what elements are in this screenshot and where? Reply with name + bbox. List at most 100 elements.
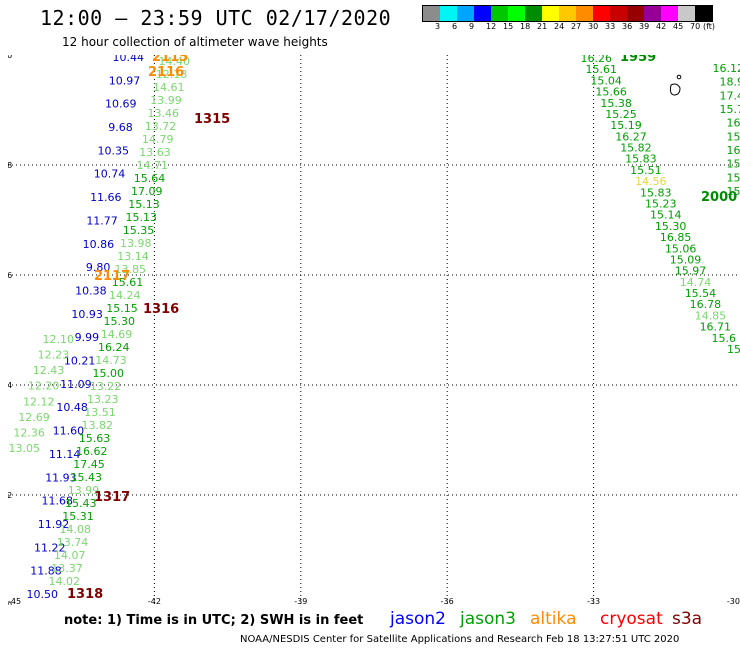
color-legend-labels: 3 6 9 12 15 18 21 24 27 30 33 36 39 42 45 70 (ft)	[422, 22, 740, 34]
legend-swatch	[559, 6, 576, 21]
jason3-swh-value: 14.79	[142, 133, 174, 146]
jason3-swh-value: 14.24	[109, 289, 141, 302]
legend-label: 45	[673, 22, 684, 31]
swh-value-right: 15.54	[685, 287, 717, 300]
jason3-swh-value: 13.51	[84, 406, 116, 419]
jason3-swh-value: 13.85	[115, 263, 147, 276]
pass-label-2000: 2000	[701, 190, 737, 205]
jason2-swh-value: 9.68	[108, 121, 133, 134]
jason2-swh-value: 10.93	[71, 308, 103, 321]
jason3-swh-value: 13.99	[150, 94, 182, 107]
wave-height-map: -45 -42 -39 -36 -33 -30 40 38 36 34 32 30 10.44 10.9…	[8, 55, 740, 605]
jason2-swh-value: 10.44	[113, 55, 145, 64]
legend-label: 33	[605, 22, 616, 31]
legend-swatch	[695, 6, 712, 21]
pass-label-1959: 1959	[620, 55, 656, 65]
jason2-swh-value: 11.22	[34, 541, 66, 554]
swh-value-right: 14.85	[695, 309, 727, 322]
jason2-swh-value: 10.21	[64, 355, 96, 368]
legend-swatch	[440, 6, 457, 21]
legend-swatch	[678, 6, 695, 21]
legend-swatch	[593, 6, 610, 21]
legend-swatch	[457, 6, 474, 21]
lat-tick-label: 38	[8, 161, 12, 170]
jason3-swh-value: 15.00	[93, 367, 125, 380]
legend-swatch	[661, 6, 678, 21]
swh-value-right: 15.83	[640, 186, 672, 199]
jason3-swh-value: 14.73	[95, 354, 127, 367]
swh-value-right: 16.85	[660, 231, 692, 244]
jason2-swh-value: 11.66	[90, 191, 122, 204]
swh-value-right: 15.25	[605, 108, 637, 121]
satellite-s3a: s3a	[672, 609, 703, 629]
jason3-swh-value: 14.02	[49, 575, 81, 588]
legend-label: 3	[435, 22, 441, 31]
jason2-swh-value: 11.92	[38, 518, 70, 531]
jason3-swh-value: 14.07	[54, 549, 86, 562]
legend-label: 18	[520, 22, 531, 31]
jason2-swh-value: 10.48	[56, 401, 88, 414]
jason3-swh-value: 13.46	[148, 107, 180, 120]
jason2-swh-value: 11.14	[49, 448, 81, 461]
pass-label-1318: 1318	[67, 587, 103, 602]
swh-value-right: 14.74	[680, 276, 712, 289]
swh-value-right: 14.56	[635, 175, 667, 188]
jason3-swh-value: 15.15	[106, 302, 138, 315]
jason3-swh-value: 13.14	[117, 250, 149, 263]
jason3-swh-value: 17.45	[73, 458, 105, 471]
swh-value-light: 12.43	[33, 364, 65, 377]
swh-value-right: 15.82	[620, 142, 652, 155]
jason3-swh-value: 15.13	[126, 211, 158, 224]
legend-label: (ft)	[703, 22, 716, 31]
swh-value-right: 16.26	[581, 55, 613, 65]
swh-value-right: 15.23	[645, 198, 677, 211]
swh-value-edge: 16.	[727, 144, 740, 157]
jason3-swh-value: 15.64	[134, 172, 166, 185]
jason3-swh-value: 15.63	[79, 432, 111, 445]
swh-value-edge: 16.12	[713, 62, 740, 75]
legend-label: 15	[503, 22, 514, 31]
jason2-swh-value: 10.69	[105, 98, 137, 111]
lon-tick-label: -39	[294, 597, 307, 605]
jason2-swh-value: 11.09	[60, 378, 92, 391]
swh-value-edge: 15.	[727, 158, 740, 171]
jason3-swh-value: 14.08	[60, 523, 92, 536]
legend-label: 70	[690, 22, 701, 31]
legend-swatch	[644, 6, 661, 21]
legend-label: 9	[469, 22, 475, 31]
swh-value-light: 12.23	[38, 349, 70, 362]
swh-value-right: 16.71	[700, 321, 732, 334]
swh-value-light: 12.20	[28, 380, 60, 393]
island-marker	[669, 74, 682, 96]
jason3-swh-value: 14.61	[153, 81, 185, 94]
swh-value-right: 16.27	[615, 130, 647, 143]
swh-value-right: 15.6	[712, 332, 737, 345]
jason3-swh-value: 13.37	[51, 562, 83, 575]
jason2-swh-value: 11.60	[53, 425, 85, 438]
jason2-swh-value: 11.77	[86, 214, 118, 227]
lat-tick-label: 36	[8, 271, 12, 280]
swh-value-right: 15.06	[665, 242, 697, 255]
legend-swatch	[610, 6, 627, 21]
jason2-swh-value: 10.50	[27, 588, 59, 601]
legend-swatch	[423, 6, 440, 21]
swh-value-edge: 15.	[727, 171, 740, 184]
jason2-swh-value: 10.86	[83, 238, 115, 251]
jason2-swh-value: 10.97	[109, 74, 141, 87]
pass-label-2116: 2116	[148, 65, 184, 80]
jason3-swh-value: 12.18	[156, 68, 188, 81]
jason3-swh-value: 13.98	[120, 237, 152, 250]
jason3-swh-value: 15.61	[112, 276, 144, 289]
swh-value-right: 15.19	[610, 119, 642, 132]
swh-value-right: 15	[727, 343, 740, 356]
swh-value-right: 15.97	[675, 265, 707, 278]
jason3-swh-value: 13.99	[68, 484, 100, 497]
jason3-swh-value: 14.69	[101, 328, 133, 341]
jason2-swh-value: 11.88	[30, 565, 62, 578]
swh-value-edge: 15.	[727, 130, 740, 143]
swh-value-edge: 16.	[727, 117, 740, 130]
satellite-cryosat: cryosat	[600, 609, 663, 629]
jason3-swh-value: 13.74	[57, 536, 89, 549]
jason3-swh-value: 15.43	[65, 497, 97, 510]
page-subtitle: 12 hour collection of altimeter wave hei…	[62, 35, 328, 49]
